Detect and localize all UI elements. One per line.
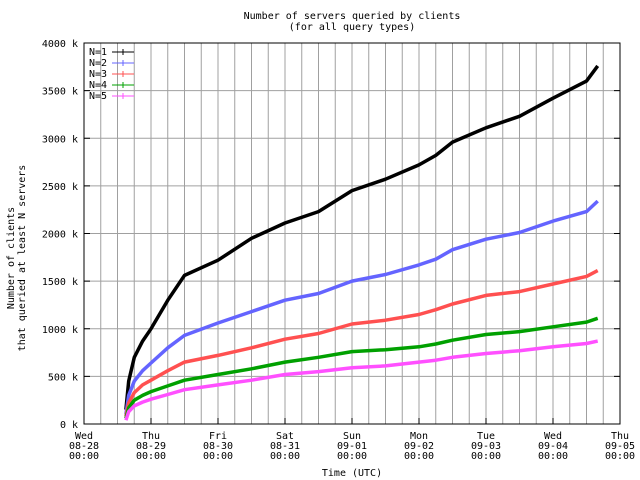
legend-label: N=3 (89, 69, 107, 80)
series-line (124, 339, 599, 421)
x-tick-label: Thu (611, 431, 629, 442)
series-line (124, 316, 599, 419)
y-axis-label-line: Number of clients (6, 207, 17, 309)
y-tick-label: 0 k (60, 420, 78, 431)
x-tick-label: Mon (410, 431, 428, 442)
x-tick-label: 00:00 (69, 451, 99, 462)
series-line (124, 269, 599, 417)
series-line (124, 199, 599, 415)
x-tick-label: Sat (276, 431, 294, 442)
x-tick-label: 09-05 (605, 441, 635, 452)
x-tick-label: 00:00 (203, 451, 233, 462)
legend-label: N=5 (89, 91, 107, 102)
x-tick-label: 00:00 (605, 451, 635, 462)
x-tick-label: 08-28 (69, 441, 99, 452)
chart-title: Number of servers queried by clients (244, 11, 461, 22)
legend-label: N=1 (89, 47, 107, 58)
x-tick-label: Wed (75, 431, 93, 442)
x-tick-label: 09-03 (471, 441, 501, 452)
x-tick-label: Sun (343, 431, 361, 442)
x-tick-label: 00:00 (471, 451, 501, 462)
x-tick-label: 08-31 (270, 441, 300, 452)
legend-marker (120, 71, 126, 77)
legend-label: N=2 (89, 58, 107, 69)
legend-marker (120, 82, 126, 88)
legend-marker (120, 93, 126, 99)
x-tick-label: 00:00 (270, 451, 300, 462)
x-tick-label: 08-30 (203, 441, 233, 452)
x-tick-label: Thu (142, 431, 160, 442)
y-tick-label: 3000 k (42, 134, 78, 145)
y-tick-label: 1000 k (42, 325, 78, 336)
y-axis-label: Number of clients that queried at least … (6, 165, 28, 352)
x-tick-label: Tue (477, 431, 495, 442)
y-tick-label: 500 k (48, 372, 78, 383)
x-tick-label: 00:00 (404, 451, 434, 462)
x-tick-label: 00:00 (337, 451, 367, 462)
legend-marker (120, 49, 126, 55)
y-axis-label-line: that queried at least N servers (17, 165, 28, 352)
y-tick-label: 2500 k (42, 182, 78, 193)
x-tick-label: 09-02 (404, 441, 434, 452)
x-tick-label: Wed (544, 431, 562, 442)
legend-marker (120, 60, 126, 66)
y-tick-label: 1500 k (42, 277, 78, 288)
x-tick-label: 00:00 (538, 451, 568, 462)
y-tick-label: 3500 k (42, 87, 78, 98)
x-tick-label: 08-29 (136, 441, 166, 452)
legend-label: N=4 (89, 80, 107, 91)
y-tick-label: 4000 k (42, 39, 78, 50)
series-line (124, 64, 600, 410)
x-tick-label: 09-04 (538, 441, 568, 452)
x-axis-label: Time (UTC) (322, 468, 382, 479)
x-tick-label: 09-01 (337, 441, 367, 452)
chart-subtitle: (for all query types) (289, 22, 415, 33)
x-tick-label: Fri (209, 431, 227, 442)
x-tick-label: 00:00 (136, 451, 166, 462)
y-tick-label: 2000 k (42, 230, 78, 241)
plot-frame (83, 42, 621, 425)
